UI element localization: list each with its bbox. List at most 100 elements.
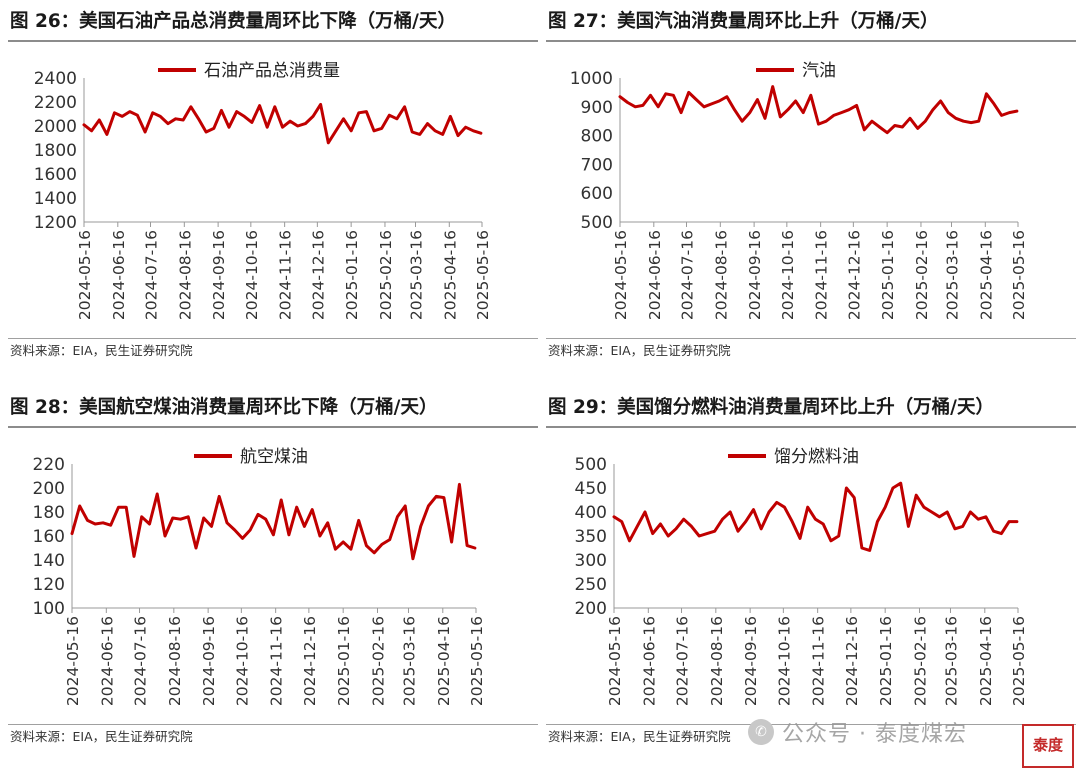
y-tick-label: 450 [575,479,607,499]
x-tick-label: 2024-10-16 [779,230,797,320]
x-tick-label: 2024-09-16 [210,230,228,320]
y-tick-label: 2400 [34,69,77,89]
x-tick-label: 2025-03-16 [400,616,418,706]
panel-title: 图 29：美国馏分燃料油消费量周环比上升（万桶/天） [546,392,1076,428]
source-note: 资料来源：EIA，民生证券研究院 [8,338,538,361]
x-tick-label: 2024-09-16 [742,616,760,706]
x-tick-label: 2025-01-16 [879,230,897,320]
x-tick-label: 2025-02-16 [377,230,395,320]
x-tick-label: 2024-11-16 [277,230,295,320]
legend-label: 馏分燃料油 [774,447,859,467]
y-tick-label: 180 [33,503,65,523]
y-tick-label: 140 [33,551,65,571]
series-line [618,85,1019,135]
x-tick-label: 2025-02-16 [911,616,929,706]
x-tick-label: 2024-07-16 [674,616,692,706]
y-tick-label: 400 [575,503,607,523]
y-tick-label: 2200 [34,93,77,113]
x-tick-label: 2024-08-16 [176,230,194,320]
y-tick-label: 100 [33,599,65,619]
series-line [70,482,477,561]
series-line [612,481,1019,552]
x-tick-label: 2024-06-16 [98,616,116,706]
x-tick-label: 2025-01-16 [335,616,353,706]
panel-title: 图 28：美国航空煤油消费量周环比下降（万桶/天） [8,392,538,428]
y-tick-label: 120 [33,575,65,595]
x-tick-label: 2025-05-16 [1010,616,1028,706]
y-tick-label: 300 [575,551,607,571]
legend-label: 航空煤油 [240,447,308,467]
y-tick-label: 2000 [34,117,77,137]
y-tick-label: 1400 [34,189,77,209]
x-tick-label: 2024-09-16 [200,616,218,706]
chart-panel-29: 图 29：美国馏分燃料油消费量周环比上升（万桶/天） 200 250 300 350 4… [546,392,1076,747]
y-tick-label: 220 [33,455,65,475]
y-tick-label: 200 [33,479,65,499]
source-note: 资料来源：EIA，民生证券研究院 [546,338,1076,361]
x-tick-label: 2024-11-16 [810,616,828,706]
x-tick-label: 2024-08-16 [166,616,184,706]
line-chart: 500 600 700 800 900 1000 2024-05-16 2024-06-16 2… [570,61,1028,320]
x-tick-label: 2024-10-16 [233,616,251,706]
x-tick-label: 2024-08-16 [708,616,726,706]
y-tick-label: 900 [581,98,613,118]
x-tick-label: 2024-06-16 [646,230,664,320]
y-tick-label: 700 [581,155,613,175]
x-tick-label: 2025-01-16 [343,230,361,320]
x-tick-label: 2024-09-16 [746,230,764,320]
x-tick-label: 2024-06-16 [110,230,128,320]
x-tick-label: 2024-11-16 [268,616,286,706]
y-tick-label: 1000 [570,69,613,89]
source-note: 资料来源：EIA，民生证券研究院 [546,724,1076,747]
chart-panel-26: 图 26：美国石油产品总消费量周环比下降（万桶/天） 1200 1400 1600 1… [8,6,538,361]
y-tick-label: 1200 [34,213,77,233]
y-tick-label: 500 [581,213,613,233]
x-tick-label: 2024-10-16 [775,616,793,706]
series-line [82,102,483,145]
line-chart: 1200 1400 1600 1800 2000 2200 2400 2024-05-16 20… [34,61,492,320]
panel-title: 图 26：美国石油产品总消费量周环比下降（万桶/天） [8,6,538,42]
x-tick-label: 2024-05-16 [76,230,94,320]
x-tick-label: 2025-02-16 [369,616,387,706]
x-tick-label: 2024-10-16 [243,230,261,320]
x-tick-label: 2025-05-16 [468,616,486,706]
x-tick-label: 2024-11-16 [813,230,831,320]
y-tick-label: 200 [575,599,607,619]
line-chart: 100 120 140 160 180 200 220 2024-05-16 2024-06-1… [33,447,486,706]
chart-panel-28: 图 28：美国航空煤油消费量周环比下降（万桶/天） 100 120 140 160 18… [8,392,538,747]
x-tick-label: 2024-05-16 [64,616,82,706]
x-tick-label: 2025-04-16 [435,616,453,706]
legend-label: 汽油 [802,61,836,81]
x-tick-label: 2024-12-16 [845,230,863,320]
x-tick-label: 2025-03-16 [943,230,961,320]
y-tick-label: 160 [33,527,65,547]
y-tick-label: 350 [575,527,607,547]
x-tick-label: 2024-07-16 [143,230,161,320]
x-tick-label: 2024-07-16 [132,616,150,706]
line-chart: 200 250 300 350 400 450 500 2024-05-16 2024-06-1… [575,447,1028,706]
y-tick-label: 800 [581,127,613,147]
y-tick-label: 1800 [34,141,77,161]
x-tick-label: 2025-02-16 [913,230,931,320]
y-tick-label: 600 [581,184,613,204]
x-tick-label: 2025-03-16 [407,230,425,320]
x-tick-label: 2024-05-16 [612,230,630,320]
watermark-stamp: 泰度 [1022,724,1074,768]
x-tick-label: 2024-07-16 [679,230,697,320]
x-tick-label: 2025-04-16 [977,616,995,706]
chart-panel-27: 图 27：美国汽油消费量周环比上升（万桶/天） 500 600 700 800 900 1… [546,6,1076,361]
y-tick-label: 1600 [34,165,77,185]
x-tick-label: 2025-05-16 [474,230,492,320]
x-tick-label: 2024-05-16 [606,616,624,706]
legend-label: 石油产品总消费量 [204,61,340,81]
x-tick-label: 2025-04-16 [977,230,995,320]
source-note: 资料来源：EIA，民生证券研究院 [8,724,538,747]
x-tick-label: 2024-12-16 [309,230,327,320]
x-tick-label: 2024-12-16 [843,616,861,706]
x-tick-label: 2024-08-16 [712,230,730,320]
x-tick-label: 2024-12-16 [301,616,319,706]
y-tick-label: 500 [575,455,607,475]
x-tick-label: 2024-06-16 [640,616,658,706]
x-tick-label: 2025-01-16 [877,616,895,706]
x-tick-label: 2025-03-16 [942,616,960,706]
